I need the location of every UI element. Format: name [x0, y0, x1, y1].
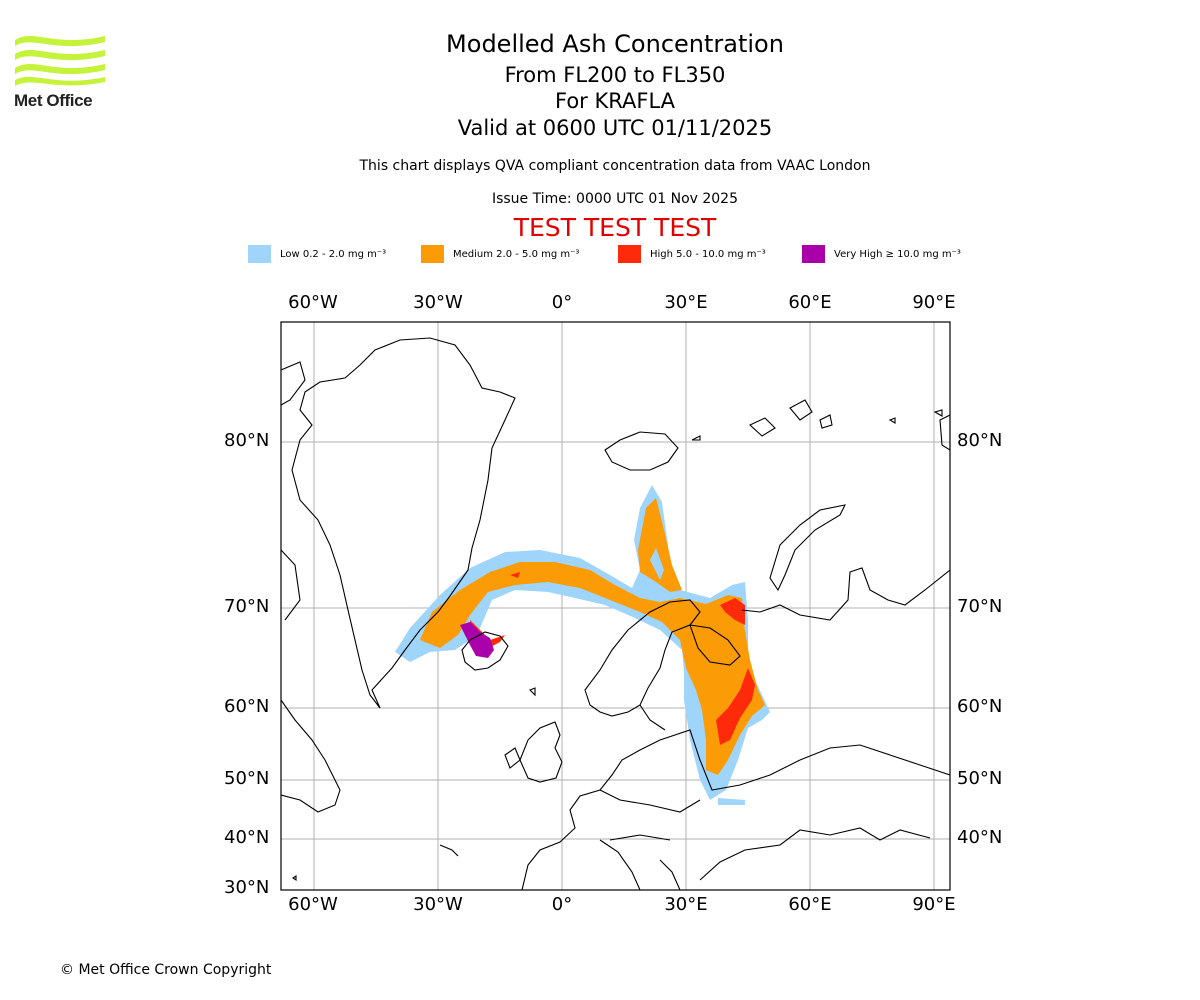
lat-label-right-50n: 50°N [957, 768, 1003, 789]
lat-label-right-70n: 70°N [957, 596, 1003, 617]
issue-time: Issue Time: 0000 UTC 01 Nov 2025 [491, 191, 739, 207]
legend-swatch-medium [421, 245, 444, 263]
legend-high: High 5.0 - 10.0 mg m⁻³ [618, 244, 766, 264]
ash-medium-region [420, 498, 765, 775]
lon-label-top-30e: 30°E [664, 292, 708, 313]
lat-label-right-60n: 60°N [957, 696, 1003, 717]
lon-label-bottom-60w: 60°W [288, 894, 338, 915]
lon-label-bottom-30e: 30°E [664, 894, 708, 915]
test-banner: TEST TEST TEST [513, 213, 717, 242]
lon-label-bottom-0: 0° [551, 894, 573, 915]
lon-label-top-90e: 90°E [912, 292, 956, 313]
legend-label-low: Low 0.2 - 2.0 mg m⁻³ [280, 248, 387, 260]
lat-label-left-50n: 50°N [224, 768, 270, 789]
chart-title: Modelled Ash Concentration [446, 30, 784, 58]
description: This chart displays QVA compliant concen… [359, 158, 871, 174]
lon-label-bottom-60e: 60°E [788, 894, 832, 915]
lat-label-left-40n: 40°N [224, 827, 270, 848]
legend-swatch-very-high [802, 245, 825, 263]
lon-label-top-60e: 60°E [788, 292, 832, 313]
legend-label-high: High 5.0 - 10.0 mg m⁻³ [650, 248, 766, 260]
lon-label-top-30w: 30°W [413, 292, 463, 313]
met-office-logo-icon [15, 36, 105, 86]
legend-medium: Medium 2.0 - 5.0 mg m⁻³ [421, 244, 579, 264]
logo-text: Met Office [14, 91, 93, 110]
legend-label-medium: Medium 2.0 - 5.0 mg m⁻³ [453, 248, 580, 260]
ash-very-high-region [460, 622, 494, 658]
lat-label-left-70n: 70°N [224, 596, 270, 617]
volcano-name: For KRAFLA [555, 89, 675, 113]
level-range: From FL200 to FL350 [504, 63, 726, 87]
legend-swatch-low [248, 245, 271, 263]
lon-label-top-0: 0° [551, 292, 573, 313]
lat-label-left-60n: 60°N [224, 696, 270, 717]
map-frame [280, 321, 951, 891]
lon-label-bottom-30w: 30°W [413, 894, 463, 915]
lon-label-top-60w: 60°W [288, 292, 338, 313]
legend-very-high: Very High ≥ 10.0 mg m⁻³ [802, 244, 961, 264]
lat-label-left-80n: 80°N [224, 430, 270, 451]
coastlines [281, 337, 950, 890]
lat-label-left-30n: 30°N [224, 877, 270, 898]
valid-time: Valid at 0600 UTC 01/11/2025 [457, 116, 773, 140]
legend-label-very-high: Very High ≥ 10.0 mg m⁻³ [834, 248, 961, 260]
legend-swatch-high [618, 245, 641, 263]
lon-label-bottom-90e: 90°E [912, 894, 956, 915]
legend-low: Low 0.2 - 2.0 mg m⁻³ [248, 244, 386, 264]
lat-label-right-80n: 80°N [957, 430, 1003, 451]
copyright: © Met Office Crown Copyright [60, 962, 272, 978]
lat-label-right-40n: 40°N [957, 827, 1003, 848]
ash-low-region [395, 485, 770, 805]
